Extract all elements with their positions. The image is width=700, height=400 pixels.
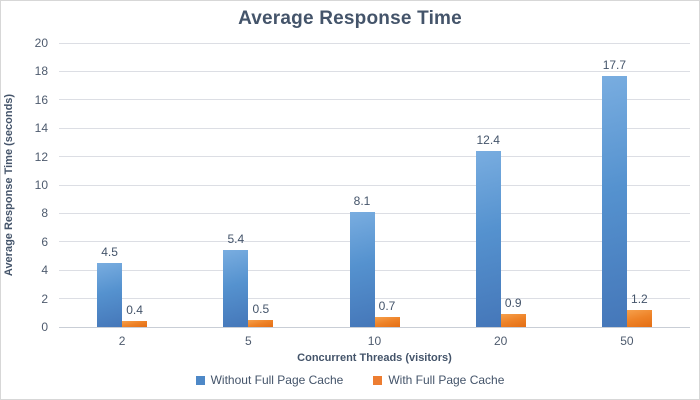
y-tick-label: 10	[34, 178, 48, 192]
y-tick-label: 2	[41, 291, 48, 306]
legend-label: With Full Page Cache	[388, 373, 505, 387]
bar-without-cache-20[interactable]	[475, 150, 501, 327]
bar-without-cache-5[interactable]	[223, 250, 249, 327]
legend-item-without-cache[interactable]: Without Full Page Cache	[195, 373, 344, 387]
y-tick-label: 18	[34, 64, 48, 79]
chart-title: Average Response Time	[238, 8, 462, 29]
legend: Without Full Page Cache With Full Page C…	[1, 373, 699, 387]
gridline	[59, 241, 690, 243]
gridline	[59, 156, 690, 158]
legend-label: Without Full Page Cache	[210, 373, 344, 387]
y-tick-label: 20	[34, 36, 48, 50]
gridline	[59, 42, 690, 44]
x-tick-label: 20	[494, 334, 508, 348]
y-tick-label: 14	[34, 121, 48, 136]
bar-with-cache-5[interactable]	[248, 319, 274, 327]
legend-swatch-blue-icon	[195, 375, 205, 385]
gridline	[59, 212, 690, 214]
y-tick-label: 0	[41, 320, 48, 334]
y-tick-label: 4	[41, 263, 48, 278]
bar-value-label: 12.4	[476, 132, 500, 147]
x-axis-title: Concurrent Threads (visitors)	[297, 352, 452, 364]
bar-without-cache-10[interactable]	[349, 211, 375, 327]
bar-value-label: 0.4	[126, 303, 143, 318]
legend-swatch-orange-icon	[373, 375, 383, 385]
bar-value-label: 0.9	[504, 296, 522, 311]
x-tick-label: 50	[620, 334, 634, 348]
bar-value-label: 0.5	[252, 301, 270, 316]
x-tick-label: 5	[244, 334, 252, 348]
legend-item-with-cache[interactable]: With Full Page Cache	[373, 373, 504, 387]
y-tick-label: 12	[34, 149, 48, 164]
bar-value-label: 1.2	[631, 291, 648, 306]
bar-value-label: 17.7	[602, 57, 627, 72]
y-axis-title: Average Response Time (seconds)	[3, 93, 15, 277]
bar-with-cache-20[interactable]	[500, 314, 526, 327]
gridline	[59, 269, 690, 271]
gridline	[59, 99, 690, 101]
plot-area: 0 2 4 6 8 10 12 14 16 18 20 2 4.5 0.4 5 5.4 0.5 10 8.1 0.7 2…	[35, 36, 690, 348]
bar-with-cache-2[interactable]	[122, 321, 148, 327]
bar-value-label: 4.5	[101, 245, 118, 260]
x-tick-label: 2	[118, 334, 126, 348]
bar-value-label: 0.7	[378, 299, 396, 314]
y-tick-label: 6	[41, 234, 48, 249]
bar-without-cache-2[interactable]	[97, 263, 123, 327]
bar-with-cache-10[interactable]	[374, 317, 400, 327]
bar-without-cache-50[interactable]	[601, 75, 627, 327]
gridline	[59, 70, 690, 72]
y-tick-label: 16	[34, 92, 48, 107]
bar-with-cache-50[interactable]	[626, 309, 652, 327]
gridline	[59, 298, 690, 300]
gridline	[59, 184, 690, 186]
bar-value-label: 8.1	[353, 193, 371, 208]
x-tick-label: 10	[367, 334, 382, 348]
bar-value-label: 5.4	[227, 232, 245, 247]
y-tick-label: 8	[41, 206, 48, 221]
gridline	[59, 127, 690, 129]
